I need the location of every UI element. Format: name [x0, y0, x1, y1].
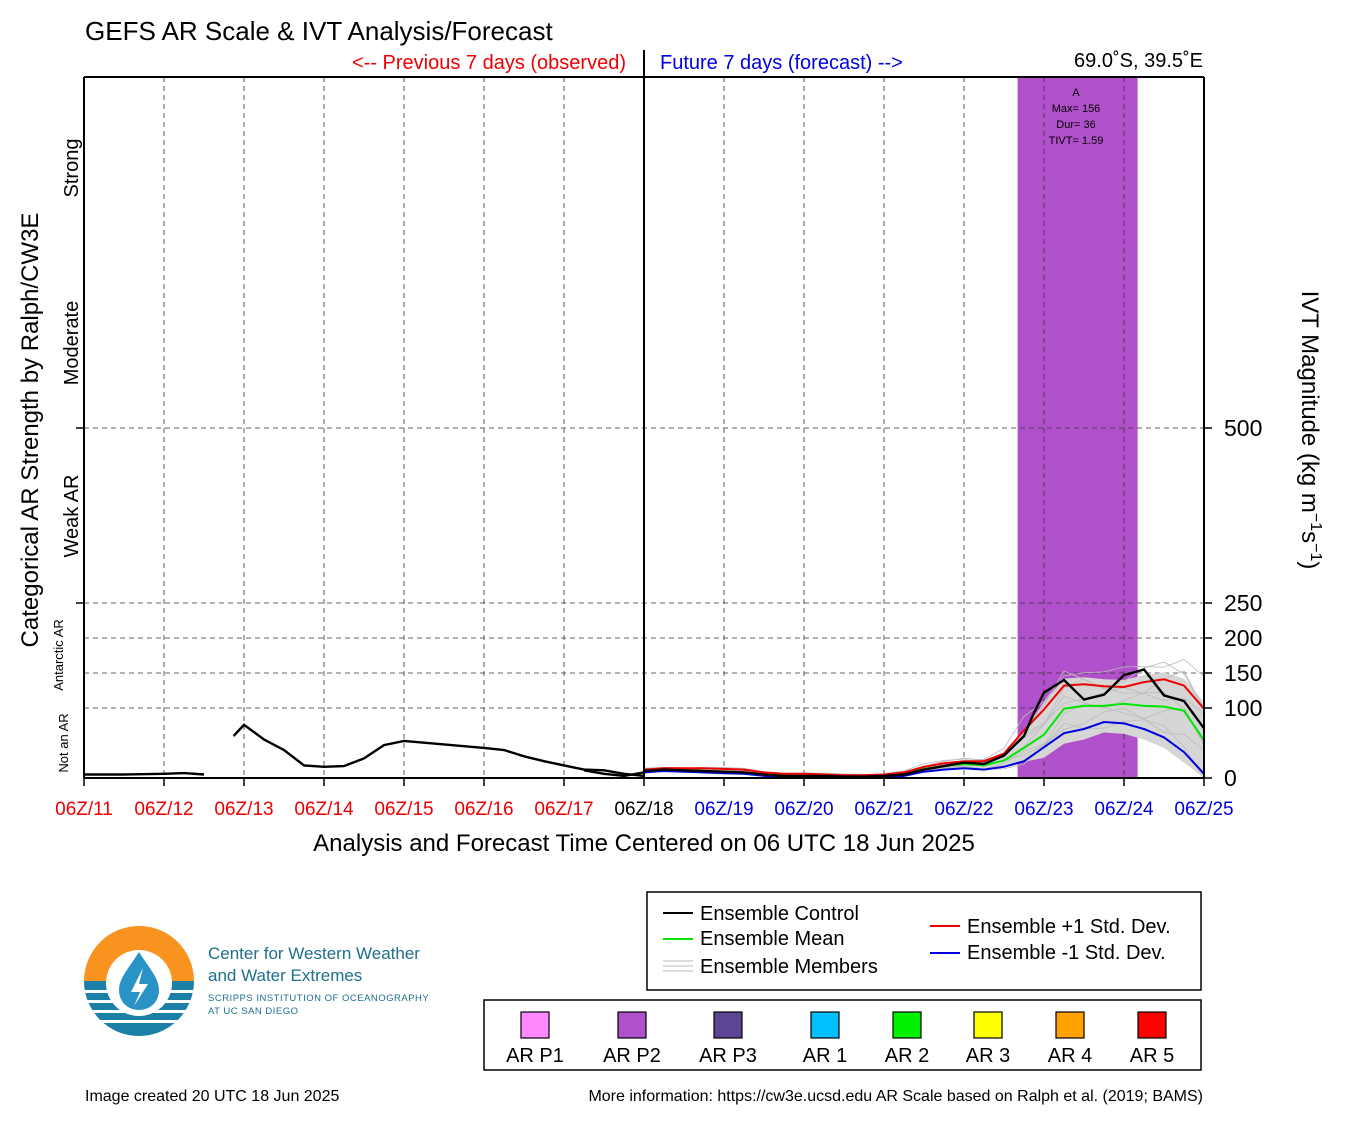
observed-label: <-- Previous 7 days (observed) — [352, 52, 626, 74]
ar-category-legend-box — [483, 999, 1202, 1071]
y-axis-right-label: IVT Magnitude (kg m−1s−1) — [1296, 291, 1324, 570]
logo-sub-line2: AT UC SAN DIEGO — [208, 1006, 299, 1017]
x-tick-label: 06Z/24 — [1094, 799, 1154, 820]
logo-name-line1: Center for Western Weather — [208, 944, 420, 963]
legend-swatch-members — [663, 960, 693, 972]
category-labels-layer: Not an AR Antarctic AR Weak AR Moderate Stro… — [51, 139, 84, 773]
x-tick-label: 06Z/19 — [694, 799, 753, 820]
x-tick-label: 06Z/23 — [1014, 799, 1073, 820]
x-tick-label: 06Z/14 — [294, 799, 354, 820]
ar-category-swatch — [892, 1011, 922, 1039]
series-line — [84, 771, 205, 776]
ar-category-swatch — [1055, 1011, 1085, 1039]
category-label: Moderate — [61, 301, 83, 386]
y-tick-label: 500 — [1224, 415, 1262, 441]
series-line — [232, 723, 645, 778]
ensemble-member-line — [643, 659, 1205, 775]
x-tick-label: 06Z/16 — [454, 799, 513, 820]
ar-category-label: AR P3 — [699, 1045, 757, 1067]
category-label: Not an AR — [56, 713, 71, 772]
forecast-label: Future 7 days (forecast) --> — [660, 52, 903, 74]
lightning-icon — [131, 968, 148, 1006]
x-tick-label: 06Z/21 — [854, 799, 913, 820]
ensemble-legend: Ensemble Control Ensemble Mean Ensemble … — [646, 891, 1202, 991]
category-label: Weak AR — [61, 475, 83, 558]
x-tick-label: 06Z/11 — [55, 799, 113, 820]
ar-category-legend: AR P1 AR P2 AR P3 AR 1 AR 2 AR 3 AR 4 AR 5 — [483, 999, 1202, 1071]
legend-label-mean: Ensemble Mean — [700, 928, 845, 950]
x-tick-label: 06Z/15 — [374, 799, 433, 820]
x-tick-label: 06Z/12 — [134, 799, 193, 820]
ar-event-dur: Dur= 36 — [1056, 119, 1095, 131]
logo-name-line2: and Water Extremes — [208, 966, 363, 985]
series-line — [643, 668, 1205, 778]
ar-event-tivt: TIVT= 1.59 — [1049, 135, 1104, 147]
category-label: Antarctic AR — [51, 619, 66, 691]
y-tick-label: 100 — [1224, 695, 1262, 721]
ar-category-swatch — [713, 1011, 743, 1039]
legend-label-members: Ensemble Members — [700, 956, 878, 978]
y-tick-label: 0 — [1224, 765, 1237, 791]
x-tick-label: 06Z/25 — [1174, 799, 1233, 820]
ensemble-legend-box — [646, 891, 1202, 991]
series-layer — [84, 668, 1205, 779]
location-label: 69.0˚S, 39.5˚E — [1074, 50, 1203, 72]
ar-category-swatch — [810, 1011, 840, 1039]
ar-category-swatch — [617, 1011, 647, 1039]
ar-event-label: A — [1072, 87, 1080, 99]
ar-category-label: AR P1 — [506, 1045, 564, 1067]
cw3e-logo — [84, 926, 194, 1036]
series-line — [583, 769, 645, 778]
ar-category-label: AR 5 — [1130, 1045, 1174, 1067]
x-tick-label: 06Z/22 — [934, 799, 993, 820]
x-axis-label: Analysis and Forecast Time Centered on 0… — [313, 830, 975, 857]
y-tick-label: 150 — [1224, 660, 1262, 686]
legend-label-control: Ensemble Control — [700, 903, 859, 925]
category-label: Strong — [61, 139, 83, 198]
x-tick-label: 06Z/17 — [534, 799, 593, 820]
series-line — [643, 720, 1205, 779]
ar-category-label: AR 3 — [966, 1045, 1010, 1067]
y-tick-label: 200 — [1224, 625, 1262, 651]
x-ticks-layer: 06Z/11 06Z/12 06Z/13 06Z/14 06Z/15 06Z/16 06Z/… — [55, 778, 1234, 820]
ar-category-label: AR 2 — [885, 1045, 929, 1067]
ar-category-label: AR P2 — [603, 1045, 661, 1067]
ar-category-label: AR 1 — [803, 1045, 847, 1067]
ar-event-layer — [1017, 77, 1138, 778]
legend-label-plus-std: Ensemble +1 Std. Dev. — [967, 916, 1171, 938]
logo-sub-line1: SCRIPPS INSTITUTION OF OCEANOGRAPHY — [208, 993, 430, 1004]
ar-event-band — [1017, 77, 1138, 778]
footer-info: More information: https://cw3e.ucsd.edu … — [588, 1088, 1203, 1105]
ar-category-label: AR 4 — [1048, 1045, 1092, 1067]
chart-title: GEFS AR Scale & IVT Analysis/Forecast — [85, 16, 553, 46]
y-ticks-layer: 0 100 150 200 250 500 — [1204, 415, 1262, 791]
footer-created: Image created 20 UTC 18 Jun 2025 — [85, 1088, 340, 1105]
legend-label-minus-std: Ensemble -1 Std. Dev. — [967, 942, 1166, 964]
ar-category-swatch — [973, 1011, 1003, 1039]
x-tick-label: 06Z/20 — [774, 799, 833, 820]
y-axis-left-label: Categorical AR Strength by Ralph/CW3E — [17, 213, 44, 648]
ar-event-annotation: A Max= 156 Dur= 36 TIVT= 1.59 — [1049, 87, 1104, 147]
ar-event-max: Max= 156 — [1052, 103, 1101, 115]
ar-category-swatch — [1137, 1011, 1167, 1039]
x-tick-label: 06Z/18 — [614, 799, 673, 820]
ar-category-swatch — [520, 1011, 550, 1039]
ensemble-members-spread — [644, 672, 1204, 778]
y-tick-label: 250 — [1224, 590, 1262, 616]
x-tick-label: 06Z/13 — [214, 799, 273, 820]
